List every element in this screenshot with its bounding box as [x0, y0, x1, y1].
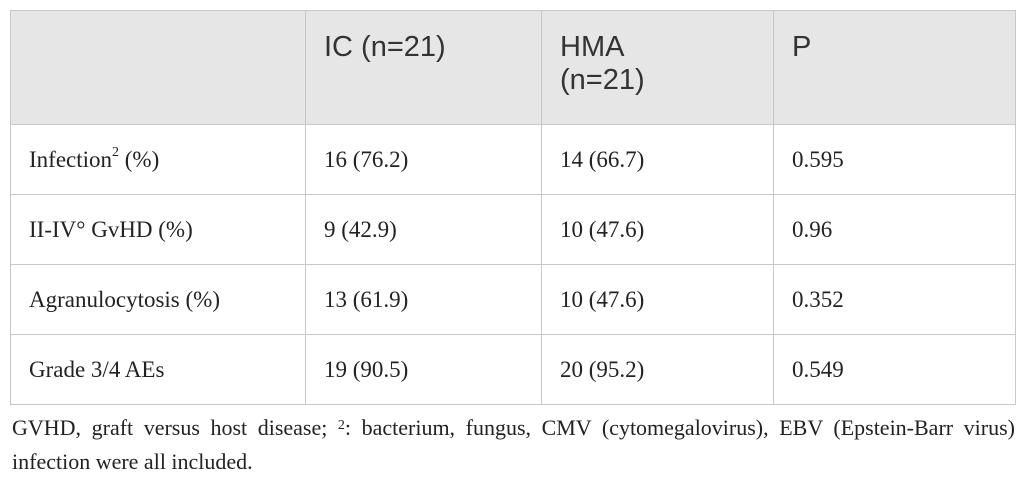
- footnote: GVHD, graft versus host disease; 2: bact…: [12, 411, 1015, 479]
- table-cell: 9 (42.9): [305, 194, 542, 265]
- cell-text: 10 (47.6): [560, 216, 645, 242]
- table-cell: II-IV° GvHD (%): [10, 194, 306, 265]
- cell-text: Agranulocytosis (%): [29, 286, 220, 312]
- table-cell: 0.595: [773, 124, 1016, 195]
- table-cell: Grade 3/4 AEs: [10, 334, 306, 405]
- cell-text: Grade 3/4 AEs: [29, 356, 165, 382]
- cell-text: 10 (47.6): [560, 286, 645, 312]
- table-cell: 0.549: [773, 334, 1016, 405]
- cell-text: 16 (76.2): [324, 146, 409, 172]
- cell-text: 0.549: [792, 356, 844, 382]
- table-row: Grade 3/4 AEs 19 (90.5) 20 (95.2) 0.549: [10, 334, 1016, 405]
- footnote-text: GVHD, graft versus host disease;: [12, 415, 338, 440]
- footnote-suffix: : bacterium, fungus, CMV (cytomegaloviru…: [12, 415, 1015, 474]
- table-row: II-IV° GvHD (%) 9 (42.9) 10 (47.6) 0.96: [10, 194, 1016, 265]
- cell-text: 19 (90.5): [324, 356, 409, 382]
- table-cell: 10 (47.6): [541, 194, 774, 265]
- header-row: IC (n=21) HMA (n=21) P: [10, 10, 1016, 125]
- table-cell: 10 (47.6): [541, 264, 774, 335]
- header-cell: IC (n=21): [305, 10, 542, 125]
- table-cell: 16 (76.2): [305, 124, 542, 195]
- header-cell: [10, 10, 306, 125]
- table-cell: 20 (95.2): [541, 334, 774, 405]
- table-cell: 14 (66.7): [541, 124, 774, 195]
- table-body: Infection2 (%) 16 (76.2) 14 (66.7) 0.595 II-…: [10, 124, 1016, 405]
- cell-text: 0.595: [792, 146, 844, 172]
- cell-text: 14 (66.7): [560, 146, 645, 172]
- cell-suffix: (%): [119, 146, 160, 172]
- cell-text: II-IV° GvHD (%): [29, 216, 193, 242]
- table-cell: 13 (61.9): [305, 264, 542, 335]
- cell-text: Infection: [29, 146, 113, 172]
- table-cell: 19 (90.5): [305, 334, 542, 405]
- table-cell: 0.96: [773, 194, 1016, 265]
- cell-text: 20 (95.2): [560, 356, 645, 382]
- header-text: IC (n=21): [324, 31, 446, 63]
- header-text: P: [792, 31, 812, 63]
- cell-text: 0.96: [792, 216, 833, 242]
- cell-text: 0.352: [792, 286, 844, 312]
- cell-sup: 2: [112, 144, 120, 160]
- data-table: IC (n=21) HMA (n=21) P Infection2 (%) 16 (7…: [10, 10, 1016, 405]
- table-row: Agranulocytosis (%) 13 (61.9) 10 (47.6) 0.3…: [10, 264, 1016, 335]
- table-cell: 0.352: [773, 264, 1016, 335]
- footnote-sup: 2: [337, 418, 345, 433]
- table-cell: Agranulocytosis (%): [10, 264, 306, 335]
- table-cell: Infection2 (%): [10, 124, 306, 195]
- table-row: Infection2 (%) 16 (76.2) 14 (66.7) 0.595: [10, 124, 1016, 195]
- header-text: HMA (n=21): [560, 31, 645, 96]
- header-cell: HMA (n=21): [541, 10, 774, 125]
- header-cell: P: [773, 10, 1016, 125]
- cell-text: 13 (61.9): [324, 286, 409, 312]
- cell-text: 9 (42.9): [324, 216, 397, 242]
